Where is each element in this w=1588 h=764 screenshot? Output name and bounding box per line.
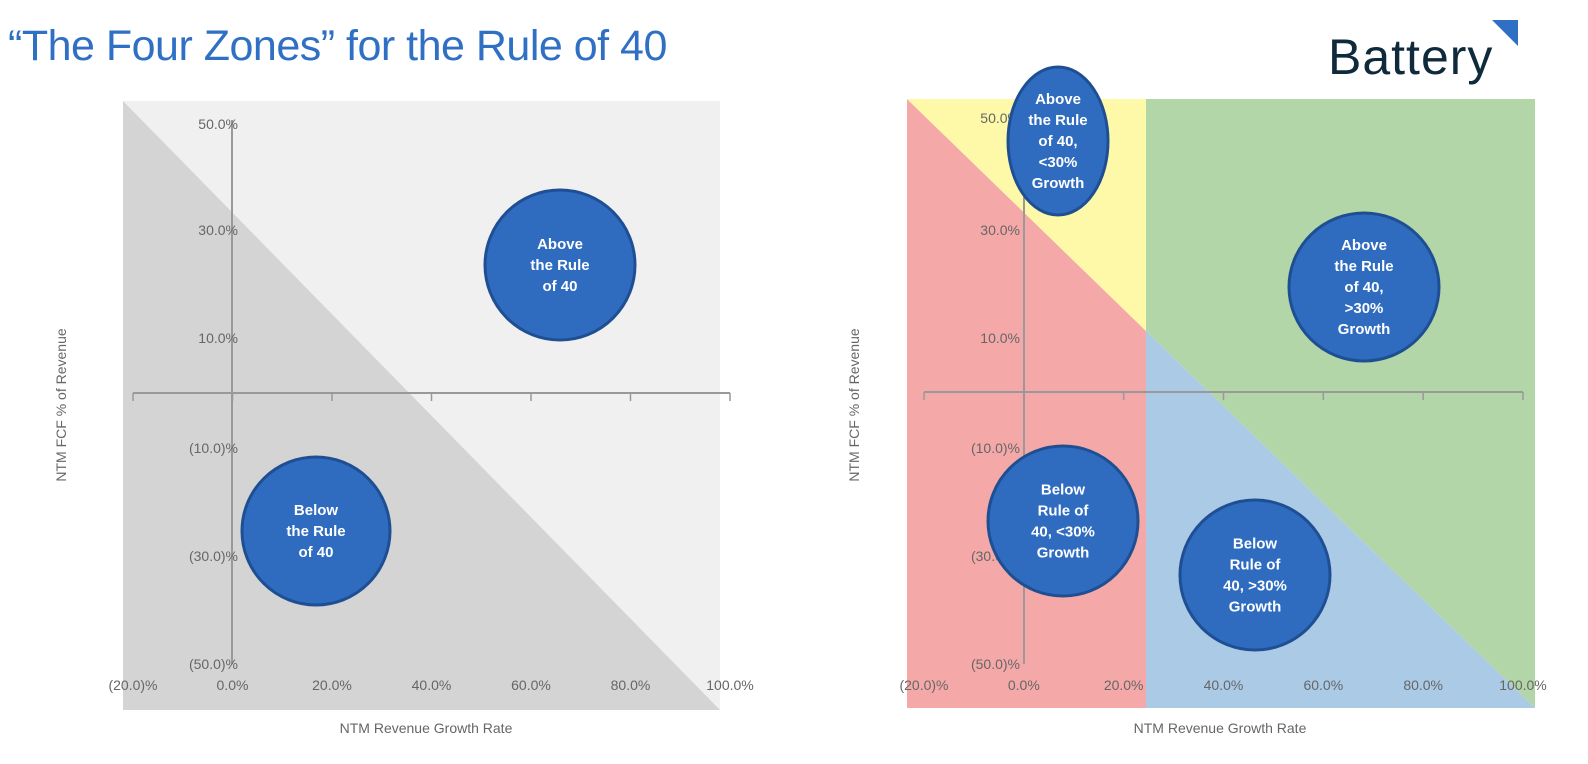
y-tick-label: 10.0% [980,330,1020,346]
x-tick-label: 20.0% [312,677,352,693]
zone-label-line: Rule of [1230,557,1282,574]
zone-circle [483,188,637,342]
zone-green-above-high-growth [1146,99,1535,708]
zone-label-line: Growth [1229,599,1282,616]
x-tick-label: 40.0% [1204,677,1244,693]
zone-label-line: of 40 [298,544,333,561]
y-axis-title: NTM FCF % of Revenue [846,328,862,481]
zone-circle [1287,211,1441,363]
zone-below-rule-high-growth: Below Rule of 40, >30% Growth [1178,498,1332,652]
zone-label-line: Rule of [1038,503,1090,520]
zone-label-line: the Rule [1334,258,1393,275]
zone-label-line: Above [537,236,583,253]
x-tick-label: 60.0% [1303,677,1343,693]
zone-circle [240,455,392,607]
page-title: “The Four Zones” for the Rule of 40 [8,22,667,70]
x-tick-label: 20.0% [1104,677,1144,693]
zone-label-line: Growth [1037,545,1090,562]
x-tick-label: 80.0% [1403,677,1443,693]
x-tick-label: 60.0% [511,677,551,693]
zone-label-line: Below [1233,536,1278,553]
x-tick-label: 100.0% [1499,677,1546,693]
y-tick-label: (10.0)% [189,440,238,456]
zone-label-line: Above [1341,237,1387,254]
battery-logo: Battery [1328,14,1528,86]
x-tick-label: 40.0% [412,677,452,693]
zone-circle [1178,498,1332,652]
zone-label-line: of 40, [1038,133,1077,150]
zone-label-line: >30% [1345,300,1384,317]
x-tick-label: 0.0% [1008,677,1040,693]
zone-label-line: Above [1035,91,1081,108]
y-axis-title: NTM FCF % of Revenue [53,328,69,481]
left-chart: (20.0)% 0.0% 20.0% 40.0% 60.0% 80.0% 100.0% 50.… [53,101,754,736]
zone-label-line: Below [294,502,339,519]
x-axis-title: NTM Revenue Growth Rate [1134,720,1307,736]
zone-circle [1006,65,1110,217]
right-chart: (20.0)% 0.0% 20.0% 40.0% 60.0% 80.0% 100.0%50.… [846,65,1547,736]
x-tick-label: 100.0% [706,677,753,693]
zone-label-line: Below [1041,482,1086,499]
y-tick-label: 10.0% [198,330,238,346]
y-tick-label: 30.0% [980,222,1020,238]
zone-label-line: of 40 [542,278,577,295]
zone-label-line: 40, >30% [1223,578,1287,595]
zone-below-rule-of-40: Below the Rule of 40 [240,455,392,607]
zone-above-rule-low-growth: Above the Rule of 40, <30% Growth [1006,65,1110,217]
zone-label-line: <30% [1039,154,1078,171]
y-tick-label: 50.0% [198,116,238,132]
y-tick-label: (50.0)% [971,656,1020,672]
y-tick-label: (30.0)% [189,548,238,564]
x-axis-title: NTM Revenue Growth Rate [340,720,513,736]
x-tick-label: (20.0)% [108,677,157,693]
zone-label-line: the Rule [530,257,589,274]
y-tick-label: (10.0)% [971,440,1020,456]
x-tick-label: 0.0% [217,677,249,693]
x-tick-label: (20.0)% [899,677,948,693]
zone-label-line: 40, <30% [1031,524,1095,541]
logo-corner-icon [1492,20,1518,46]
zone-above-rule-high-growth: Above the Rule of 40, >30% Growth [1287,211,1441,363]
zone-above-rule-of-40: Above the Rule of 40 [483,188,637,342]
zone-below-rule-low-growth: Below Rule of 40, <30% Growth [986,444,1140,598]
zone-label-line: of 40, [1344,279,1383,296]
y-tick-label: 30.0% [198,222,238,238]
zone-label-line: Growth [1032,175,1085,192]
x-tick-label: 80.0% [611,677,651,693]
zone-circle [986,444,1140,598]
logo-wordmark: Battery [1328,29,1494,85]
y-tick-label: (50.0)% [189,656,238,672]
zone-label-line: the Rule [286,523,345,540]
zone-label-line: Growth [1338,321,1391,338]
zone-label-line: the Rule [1028,112,1087,129]
